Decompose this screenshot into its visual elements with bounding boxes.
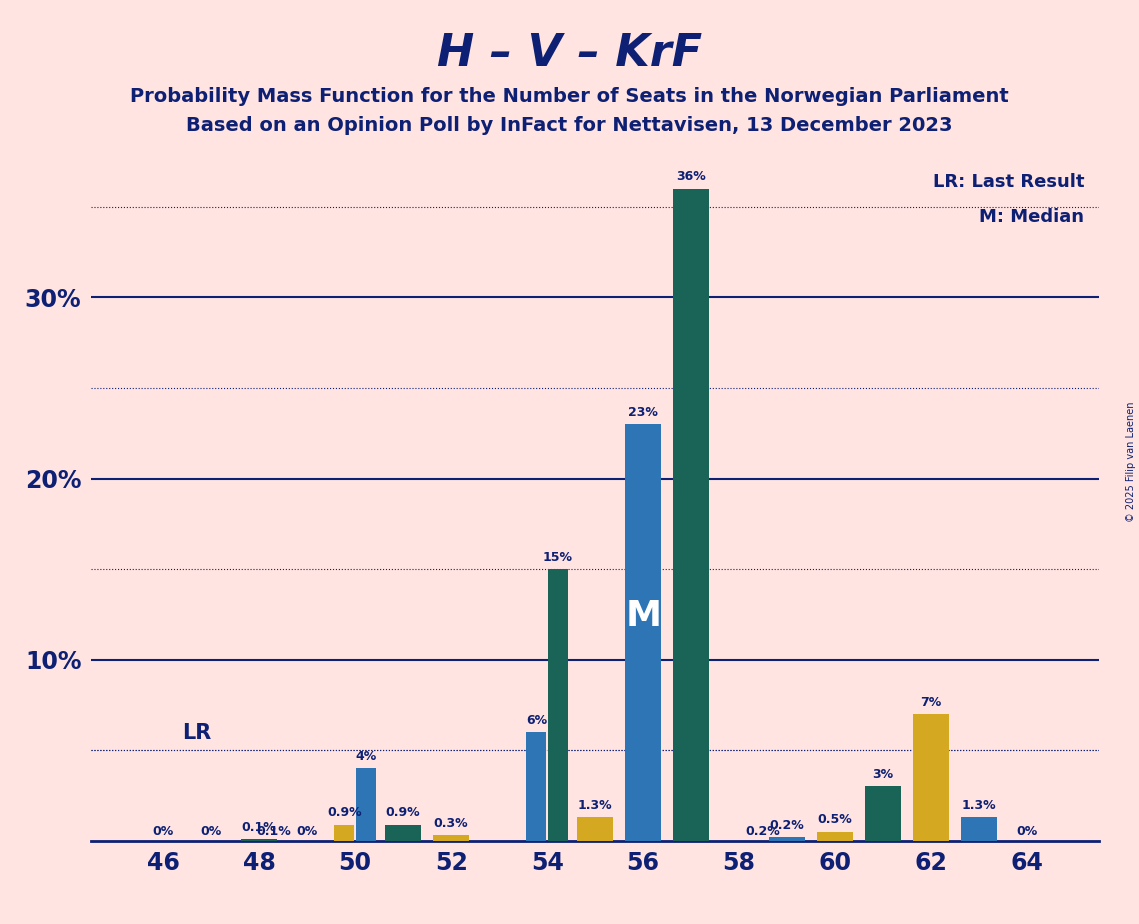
Text: 23%: 23% <box>629 406 658 419</box>
Bar <box>385 824 421 841</box>
Text: 0.9%: 0.9% <box>327 806 362 819</box>
Text: 0.2%: 0.2% <box>770 819 804 832</box>
Text: 0.1%: 0.1% <box>256 825 290 838</box>
Text: M: Median: M: Median <box>980 208 1084 225</box>
Text: 3%: 3% <box>872 768 894 781</box>
Text: LR: Last Result: LR: Last Result <box>933 173 1084 191</box>
Text: Probability Mass Function for the Number of Seats in the Norwegian Parliament: Probability Mass Function for the Number… <box>130 87 1009 106</box>
Bar <box>913 714 949 841</box>
Text: 0%: 0% <box>200 825 222 838</box>
Bar <box>817 832 853 841</box>
Text: 36%: 36% <box>677 170 706 183</box>
Text: 0%: 0% <box>1016 825 1038 838</box>
Bar <box>625 424 661 841</box>
Bar <box>433 835 469 841</box>
Bar <box>357 769 376 841</box>
Text: 0.5%: 0.5% <box>818 813 852 826</box>
Text: 6%: 6% <box>526 713 547 726</box>
Text: 15%: 15% <box>543 551 573 564</box>
Bar <box>673 188 710 841</box>
Text: 0.9%: 0.9% <box>386 806 420 819</box>
Bar <box>335 824 354 841</box>
Text: M: M <box>625 599 661 633</box>
Text: 0.3%: 0.3% <box>434 817 468 830</box>
Bar <box>548 569 568 841</box>
Bar <box>769 837 805 841</box>
Text: Based on an Opinion Poll by InFact for Nettavisen, 13 December 2023: Based on an Opinion Poll by InFact for N… <box>187 116 952 136</box>
Text: LR: LR <box>182 723 212 743</box>
Bar <box>241 839 277 841</box>
Text: 1.3%: 1.3% <box>961 799 997 812</box>
Text: 4%: 4% <box>355 750 377 763</box>
Bar <box>961 818 997 841</box>
Bar <box>866 786 901 841</box>
Text: 0%: 0% <box>153 825 174 838</box>
Text: 0.1%: 0.1% <box>241 821 277 833</box>
Text: 1.3%: 1.3% <box>577 799 613 812</box>
Text: 7%: 7% <box>920 696 942 709</box>
Text: © 2025 Filip van Laenen: © 2025 Filip van Laenen <box>1126 402 1136 522</box>
Text: 0%: 0% <box>296 825 318 838</box>
Bar <box>526 732 547 841</box>
Bar <box>577 818 613 841</box>
Text: H – V – KrF: H – V – KrF <box>437 32 702 76</box>
Text: 0.2%: 0.2% <box>746 825 780 838</box>
